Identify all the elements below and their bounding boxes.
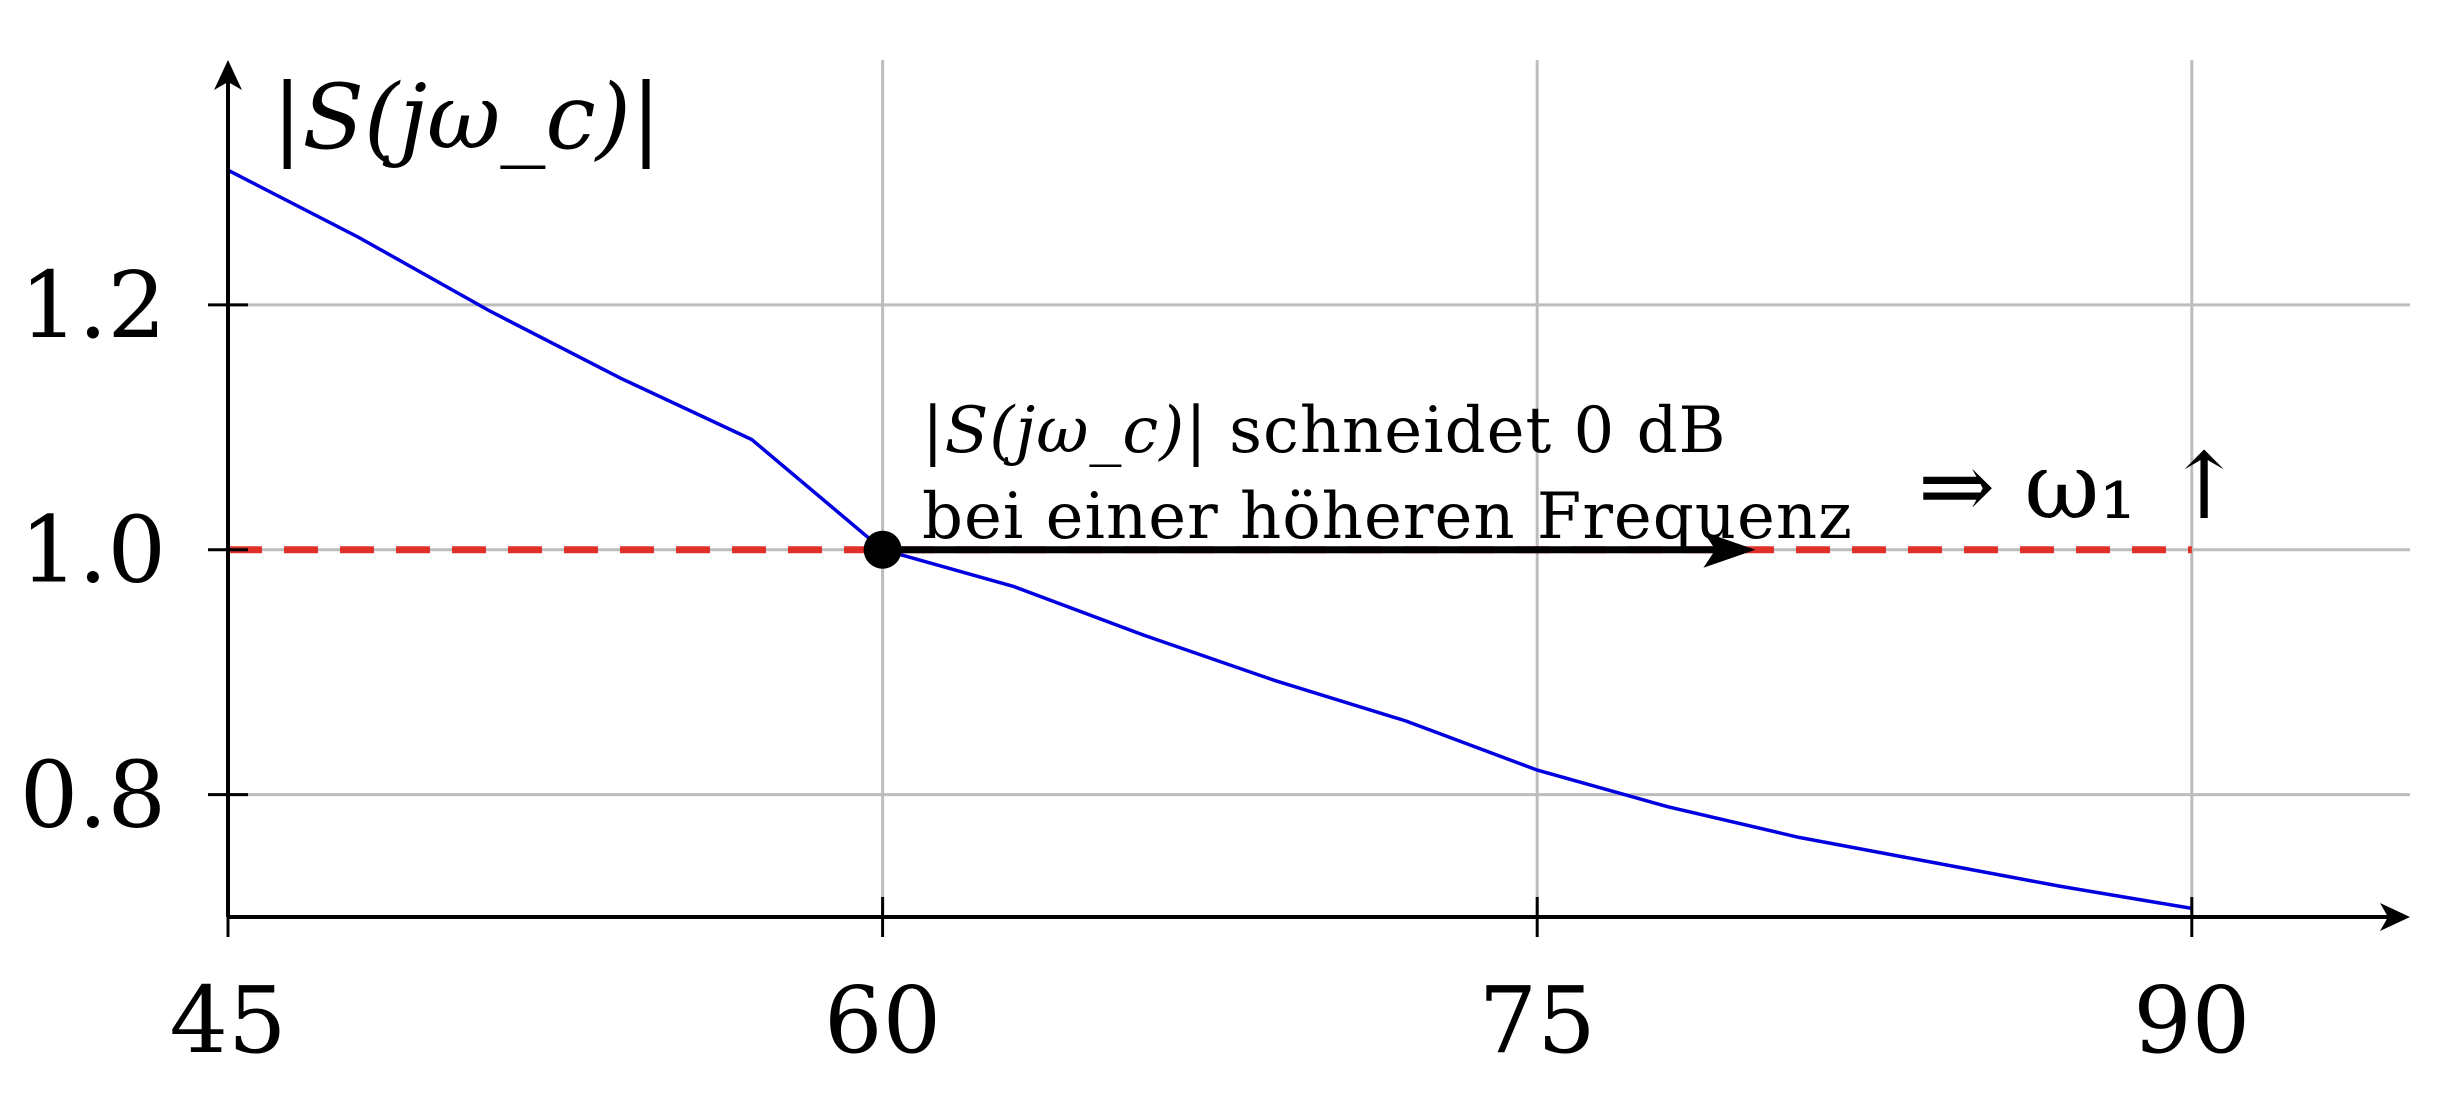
annotation-line2: bei einer höheren Frequenz [922, 480, 1853, 554]
y-tick-label: 1.0 [20, 497, 166, 604]
x-tick-label: 45 [169, 967, 286, 1074]
y-axis-title: |S(jω_c)| [272, 65, 661, 170]
x-tick-label: 75 [1479, 967, 1596, 1074]
x-tick-label: 60 [824, 967, 941, 1074]
x-axis-arrowhead [2380, 903, 2410, 931]
y-axis-arrowhead [214, 60, 242, 90]
annotation-line1-math: |S(jω_c)| [922, 394, 1208, 468]
axes [214, 60, 2410, 931]
y-tick-label: 0.8 [20, 742, 166, 849]
series-line [227, 168, 2193, 911]
shift-arrowhead [1703, 531, 1756, 568]
ticks: 45 60 75 90 0.8 1.0 1.2 [20, 252, 2251, 1074]
annotation-line1: |S(jω_c)| schneidet 0 dB [922, 394, 1727, 468]
crossing-point-marker [863, 530, 902, 569]
arrow-group [863, 530, 1756, 569]
y-tick-label: 1.2 [20, 252, 166, 359]
x-tick-label: 90 [2133, 967, 2250, 1074]
annotation-line1-text: schneidet 0 dB [1208, 394, 1727, 468]
series-group [227, 168, 2193, 911]
annotation-implies: ⇒ ω₁ ↑ [1918, 433, 2243, 540]
